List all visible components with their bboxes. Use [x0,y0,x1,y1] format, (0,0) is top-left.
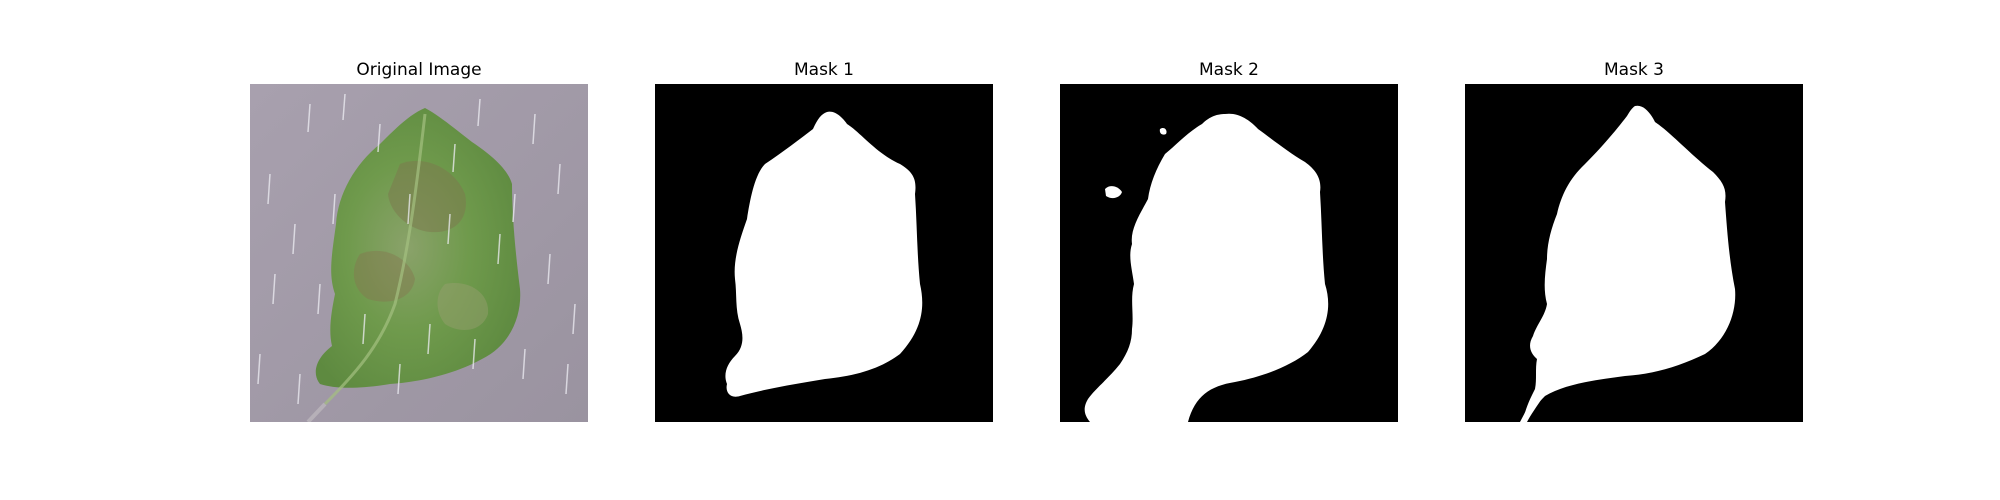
panel-title: Mask 3 [1603,60,1664,80]
rain-streaks [257,93,576,405]
leaf-shape [315,108,521,388]
mask-region [1520,105,1736,422]
mask-2-panel: Mask 2 [1060,58,1398,422]
mask-region-stem [1520,389,1545,422]
mask-1-image [655,84,993,422]
original-leaf-image [250,84,588,422]
leaf-stem [306,402,327,422]
leaf-midrib [323,113,427,406]
mask-3-panel: Mask 3 [1465,58,1803,422]
panel-title: Mask 1 [793,60,854,80]
mask-2-image [1060,84,1398,422]
panel-title: Original Image [356,60,482,80]
mask-region [1084,113,1329,422]
leaf-lesion-patch [388,160,466,233]
mask-3-image [1465,84,1803,422]
original-image-panel: Original Image [250,58,588,422]
mask-speckle [1159,127,1167,135]
leaf-lesion-patch [437,283,489,330]
mask-speckle [1105,186,1122,199]
mask-region [725,111,923,397]
mask-1-panel: Mask 1 [655,58,993,422]
panel-title: Mask 2 [1198,60,1259,80]
